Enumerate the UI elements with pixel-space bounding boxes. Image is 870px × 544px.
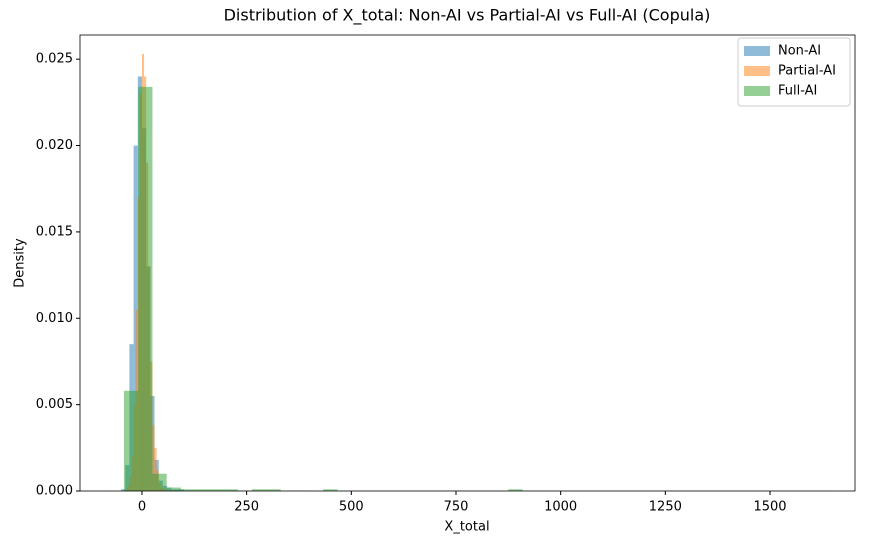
histogram-bar — [152, 474, 166, 491]
histogram-bar — [124, 391, 138, 491]
x-tick-label: 0 — [138, 500, 146, 515]
x-tick-label: 500 — [339, 500, 364, 515]
chart-title: Distribution of X_total: Non-AI vs Parti… — [224, 6, 711, 26]
x-tick-label: 1500 — [753, 500, 786, 515]
legend-swatch — [744, 46, 770, 56]
legend-label: Partial-AI — [778, 64, 836, 79]
x-tick-label: 1250 — [649, 500, 682, 515]
histogram-bar — [167, 488, 181, 491]
y-tick-label: 0.015 — [36, 224, 73, 239]
x-tick-label: 250 — [234, 500, 259, 515]
y-tick-label: 0.010 — [36, 311, 73, 326]
x-tick-label: 1000 — [544, 500, 577, 515]
legend-swatch — [744, 86, 770, 96]
y-tick-label: 0.025 — [36, 52, 73, 67]
y-tick-label: 0.000 — [36, 484, 73, 499]
legend-label: Full-AI — [778, 84, 817, 99]
y-tick-label: 0.005 — [36, 397, 73, 412]
y-tick-label: 0.020 — [36, 138, 73, 153]
legend-label: Non-AI — [778, 44, 821, 59]
legend-swatch — [744, 66, 770, 76]
histogram-bar — [138, 87, 152, 491]
x-tick-label: 750 — [444, 500, 469, 515]
y-axis-label: Density — [13, 238, 28, 288]
x-axis-label: X_total — [444, 520, 489, 535]
